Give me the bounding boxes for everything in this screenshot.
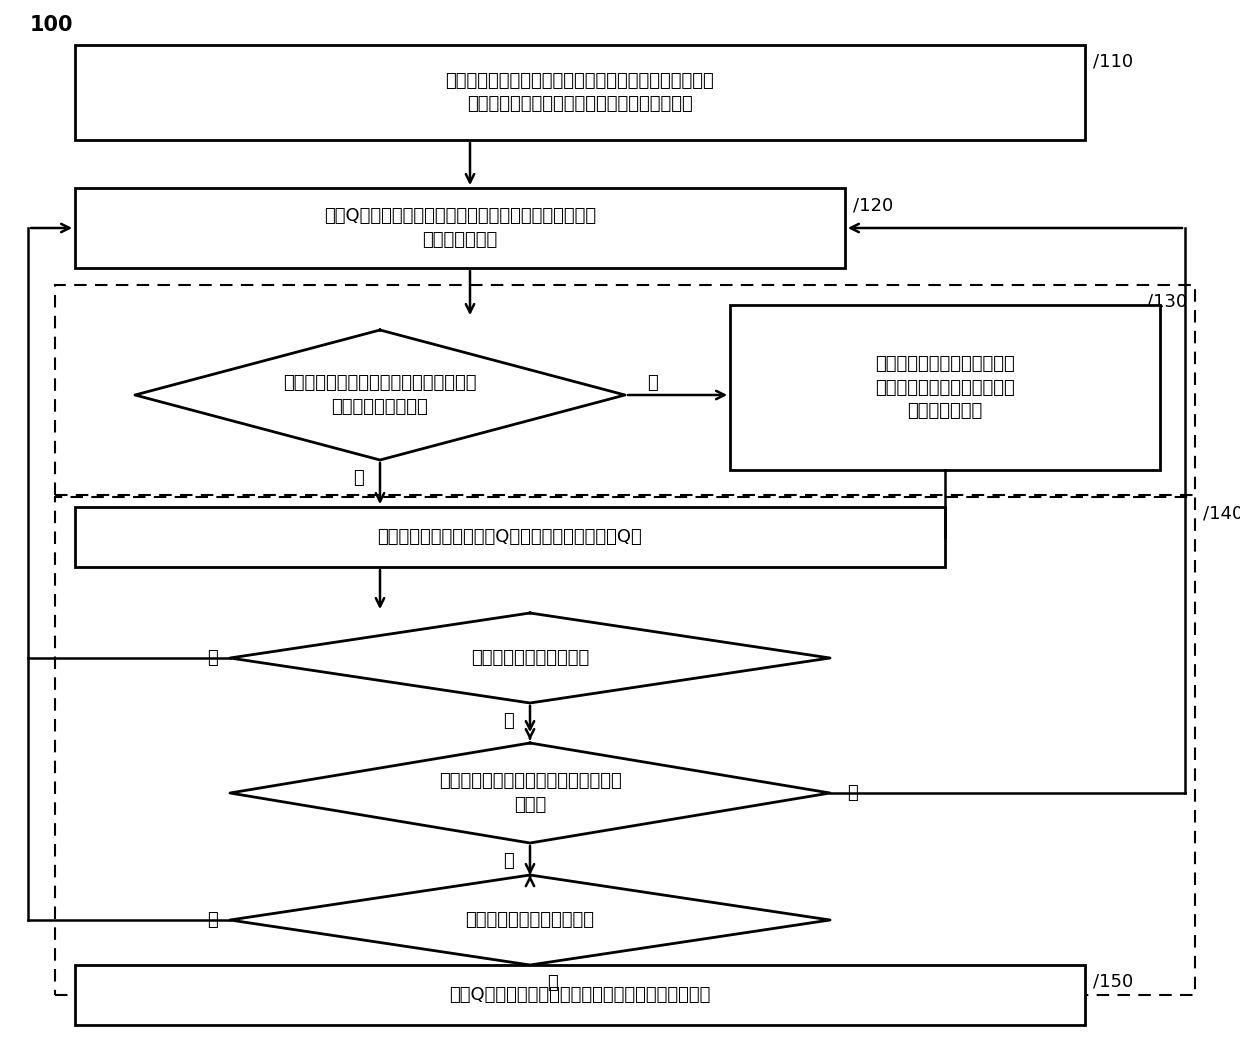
- Text: 否: 否: [207, 911, 217, 929]
- Text: 判断数据库中是否存有切线组合对应的电
力系统的稳定性信息: 判断数据库中是否存有切线组合对应的电 力系统的稳定性信息: [283, 374, 476, 416]
- Text: 是: 是: [547, 974, 557, 992]
- Text: /150: /150: [1092, 973, 1133, 991]
- Text: 基于该稳定性信息，更新Q值表中切线组合对应的Q值: 基于该稳定性信息，更新Q值表中切线组合对应的Q值: [378, 528, 642, 545]
- Bar: [55, 285, 1195, 495]
- Text: 否: 否: [502, 712, 513, 730]
- Text: 100: 100: [30, 15, 73, 35]
- Text: 是: 是: [352, 469, 363, 487]
- Text: 否: 否: [647, 374, 658, 392]
- Polygon shape: [229, 613, 830, 703]
- Text: /140: /140: [1203, 505, 1240, 523]
- Text: /120: /120: [853, 196, 893, 214]
- Text: 是: 是: [847, 784, 857, 802]
- Text: 基于电力系统暂态仿真，初始化电力系统，使得电力系统
中各条线路处于正常工作状态，且切线组合为空: 基于电力系统暂态仿真，初始化电力系统，使得电力系统 中各条线路处于正常工作状态，…: [445, 72, 714, 114]
- Polygon shape: [229, 875, 830, 965]
- Polygon shape: [229, 743, 830, 843]
- Text: 判断切线组合中的线路个数是否小于第
一阈值: 判断切线组合中的线路个数是否小于第 一阈值: [439, 772, 621, 814]
- Bar: [74, 45, 1085, 140]
- Bar: [74, 965, 1085, 1025]
- Text: 是: 是: [207, 649, 217, 668]
- Bar: [55, 498, 1195, 995]
- Text: 基于Q值表和负荚系数，在切线组合中增加一条线路，确
定新的切线组合: 基于Q值表和负荚系数，在切线组合中增加一条线路，确 定新的切线组合: [324, 208, 596, 249]
- Bar: [730, 305, 1159, 470]
- Bar: [74, 188, 844, 268]
- Text: 该稳定性信息是否为失稳: 该稳定性信息是否为失稳: [471, 649, 589, 668]
- Polygon shape: [135, 330, 625, 460]
- Text: 否: 否: [502, 852, 513, 870]
- Text: 迭代次数是否超过第二阈值: 迭代次数是否超过第二阈值: [465, 911, 594, 929]
- Text: /110: /110: [1092, 53, 1133, 71]
- Text: 通过电力系统暂态仿真，得到
切线组合对应的电力系统的稳
定性信息并保存: 通过电力系统暂态仿真，得到 切线组合对应的电力系统的稳 定性信息并保存: [875, 355, 1014, 420]
- Text: /130: /130: [1147, 293, 1187, 311]
- Bar: [74, 507, 945, 567]
- Text: 基于Q值表，计算每条线路的薄弱水平，确定薄弱线路: 基于Q值表，计算每条线路的薄弱水平，确定薄弱线路: [449, 986, 711, 1004]
